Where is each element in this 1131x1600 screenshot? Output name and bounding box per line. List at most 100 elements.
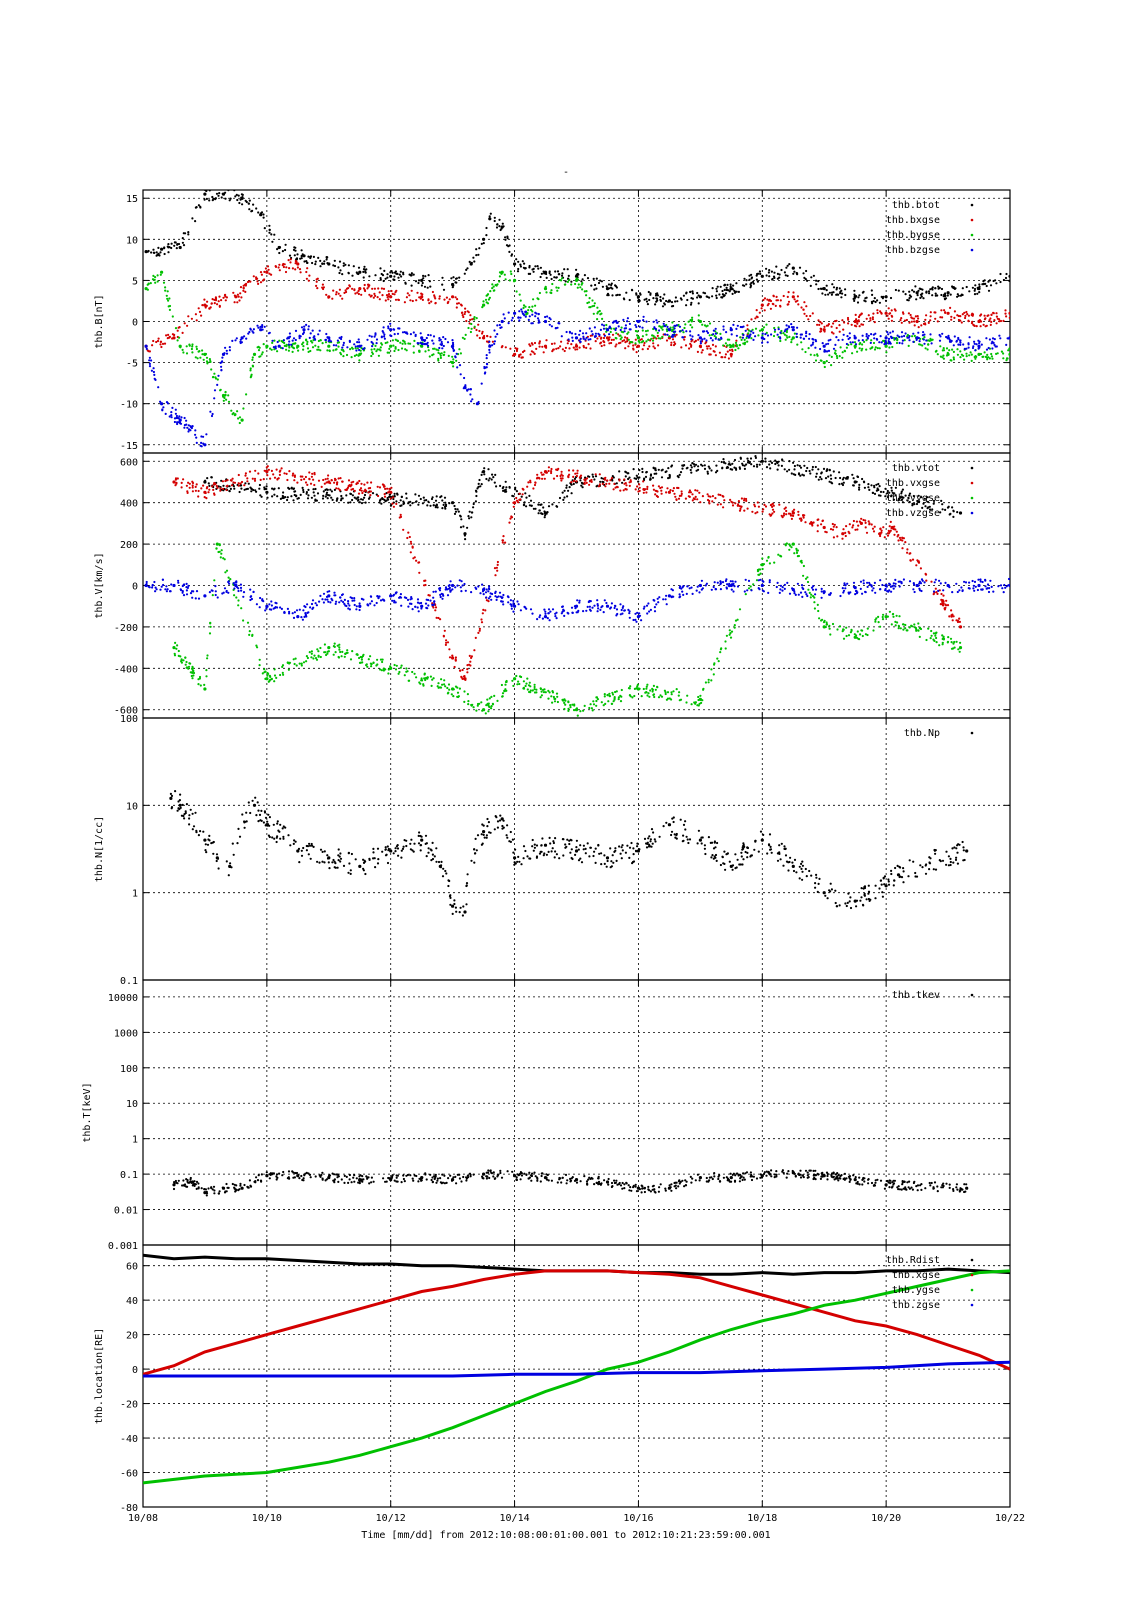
data-point <box>958 620 962 624</box>
data-point <box>313 473 316 476</box>
data-point <box>1004 309 1007 312</box>
data-point <box>638 325 641 328</box>
data-point <box>392 328 395 331</box>
data-point <box>573 477 577 480</box>
data-point <box>568 473 571 476</box>
data-point <box>444 337 447 341</box>
data-point <box>649 293 652 296</box>
data-point <box>877 488 880 492</box>
data-point <box>972 345 975 348</box>
data-point <box>654 327 658 331</box>
data-point <box>938 339 942 342</box>
data-point <box>204 190 207 192</box>
data-point <box>365 268 368 271</box>
data-point <box>219 361 222 364</box>
data-point <box>908 321 911 324</box>
data-point <box>349 658 353 661</box>
data-point <box>884 299 888 302</box>
data-point <box>292 342 295 345</box>
data-point <box>815 279 818 282</box>
data-point <box>206 362 209 365</box>
data-point <box>668 476 671 479</box>
y-tick-label: -5 <box>126 359 138 370</box>
data-point <box>400 275 403 278</box>
data-point <box>704 681 708 684</box>
data-point <box>624 488 627 491</box>
data-point <box>828 627 831 630</box>
data-point <box>734 619 738 622</box>
data-point <box>915 319 919 324</box>
data-point <box>470 400 473 403</box>
data-point <box>920 324 923 327</box>
data-point <box>922 297 925 300</box>
data-point <box>941 643 944 646</box>
data-point <box>643 298 646 301</box>
data-point <box>661 305 665 308</box>
data-point <box>580 280 583 283</box>
data-point <box>191 351 194 354</box>
data-point <box>285 348 288 351</box>
data-point <box>342 355 345 358</box>
data-point <box>485 366 488 369</box>
data-point <box>345 488 348 491</box>
data-point <box>494 283 497 287</box>
data-point <box>756 465 759 468</box>
data-point <box>248 208 251 211</box>
data-point <box>742 342 745 345</box>
data-point <box>907 497 910 500</box>
data-point <box>549 273 552 276</box>
data-point <box>776 333 779 336</box>
data-point <box>845 346 849 349</box>
data-point <box>578 333 581 336</box>
data-point <box>439 352 442 355</box>
data-point <box>581 486 584 489</box>
data-point <box>315 658 319 661</box>
data-point <box>854 528 857 531</box>
data-point <box>364 270 367 273</box>
data-point <box>237 417 240 420</box>
data-point <box>732 345 735 348</box>
data-point <box>399 270 402 273</box>
data-point <box>400 495 403 498</box>
data-point <box>311 329 314 332</box>
data-point <box>623 339 626 342</box>
data-point <box>305 339 308 342</box>
data-point <box>855 318 858 321</box>
data-point <box>167 333 170 336</box>
data-point <box>331 498 334 501</box>
data-point <box>776 468 779 471</box>
data-point <box>174 412 177 415</box>
data-point <box>720 336 723 339</box>
data-point <box>869 341 872 344</box>
data-point <box>521 350 525 354</box>
data-point <box>308 471 311 474</box>
data-point <box>734 348 737 352</box>
data-point <box>174 478 177 481</box>
data-point <box>706 498 710 502</box>
data-point <box>362 276 365 279</box>
data-point <box>476 487 479 490</box>
data-point <box>370 665 373 668</box>
data-point <box>783 271 787 274</box>
data-point <box>493 289 496 292</box>
data-point <box>197 683 200 686</box>
data-point <box>912 332 915 335</box>
data-point <box>350 356 353 359</box>
data-point <box>265 344 269 348</box>
data-point <box>779 299 782 302</box>
data-point <box>940 309 943 312</box>
data-point <box>644 330 648 333</box>
data-point <box>768 463 771 466</box>
data-point <box>869 317 872 320</box>
data-point <box>864 633 868 636</box>
data-point <box>373 292 376 295</box>
data-point <box>500 225 504 229</box>
data-point <box>312 488 315 491</box>
data-point <box>462 315 465 319</box>
data-point <box>488 296 491 299</box>
data-point <box>765 274 768 277</box>
data-point <box>313 494 316 497</box>
data-point <box>629 479 632 482</box>
data-point <box>272 473 275 476</box>
data-point <box>793 552 796 555</box>
